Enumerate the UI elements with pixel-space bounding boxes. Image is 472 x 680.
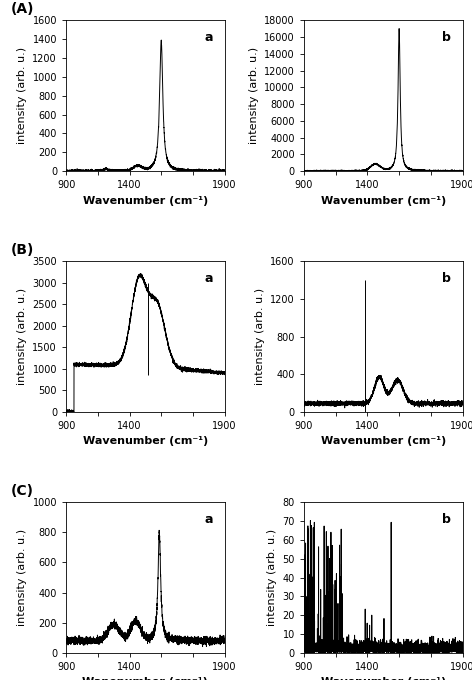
Y-axis label: intensity (arb. u.): intensity (arb. u.) (17, 47, 27, 144)
Text: b: b (442, 272, 451, 285)
Text: a: a (204, 272, 212, 285)
Text: b: b (442, 31, 451, 44)
X-axis label: Wavenumber (cm⁻¹): Wavenumber (cm⁻¹) (320, 677, 446, 680)
Text: (A): (A) (10, 2, 34, 16)
Y-axis label: intensity (arb. u.): intensity (arb. u.) (17, 529, 27, 626)
X-axis label: Wavenumber (cm⁻¹): Wavenumber (cm⁻¹) (83, 196, 208, 205)
Text: a: a (204, 513, 212, 526)
Y-axis label: intensity (arb. u.): intensity (arb. u.) (255, 288, 265, 385)
Text: (C): (C) (10, 483, 34, 498)
X-axis label: Wavenumber (cm⁻¹): Wavenumber (cm⁻¹) (320, 437, 446, 447)
Text: (B): (B) (10, 243, 34, 257)
Y-axis label: intensity (arb. u.): intensity (arb. u.) (249, 47, 259, 144)
Y-axis label: intensity (arb. u.): intensity (arb. u.) (17, 288, 27, 385)
X-axis label: Wavenumber (cm⁻¹): Wavenumber (cm⁻¹) (320, 196, 446, 205)
X-axis label: Wanenumber (cm⁻¹): Wanenumber (cm⁻¹) (83, 677, 208, 680)
Y-axis label: intensity (arb. u.): intensity (arb. u.) (267, 529, 277, 626)
X-axis label: Wavenumber (cm⁻¹): Wavenumber (cm⁻¹) (83, 437, 208, 447)
Text: a: a (204, 31, 212, 44)
Text: b: b (442, 513, 451, 526)
